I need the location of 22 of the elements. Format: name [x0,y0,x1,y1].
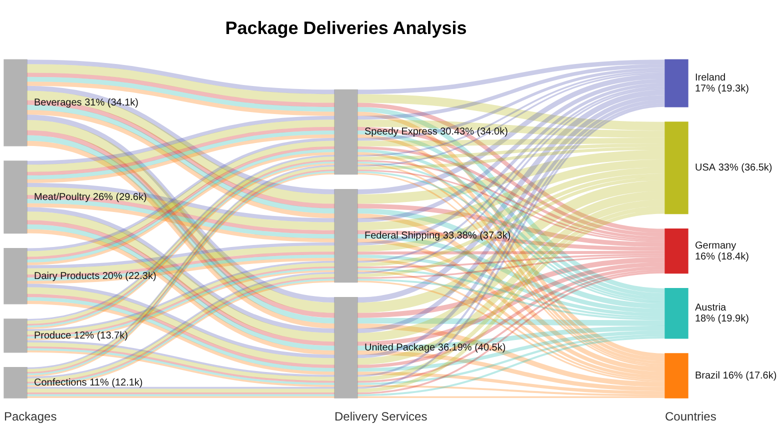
text: USA [695,162,716,174]
text: Package Deliveries Analysis [225,18,467,38]
data-label: 17% (19.3k) [695,84,749,95]
data-label: 30.43% (34.0k) [440,126,508,138]
data-label: 36.19% (40.5k) [438,342,506,354]
data-label: 31% (34.1k) [84,97,139,108]
text: Federal Shipping [364,230,440,242]
text: Austria [695,302,727,314]
text: Germany [695,240,736,252]
data-label: 16% (17.6k) [722,370,777,382]
text: Ireland [695,72,726,84]
text: United Package [364,342,436,354]
category-label: Delivery Services [334,409,428,424]
data-label: 16% (18.4k) [695,251,749,262]
category-label: Packages [4,409,57,424]
text: Beverages [34,97,82,108]
text: Speedy Express [364,126,438,138]
data-label: 33.38% (37.3k) [442,230,511,242]
text: Brazil [695,370,720,382]
category-label: Countries [665,409,716,424]
data-label: 18% (19.9k) [695,314,749,325]
data-label: 33% (36.5k) [718,162,772,174]
